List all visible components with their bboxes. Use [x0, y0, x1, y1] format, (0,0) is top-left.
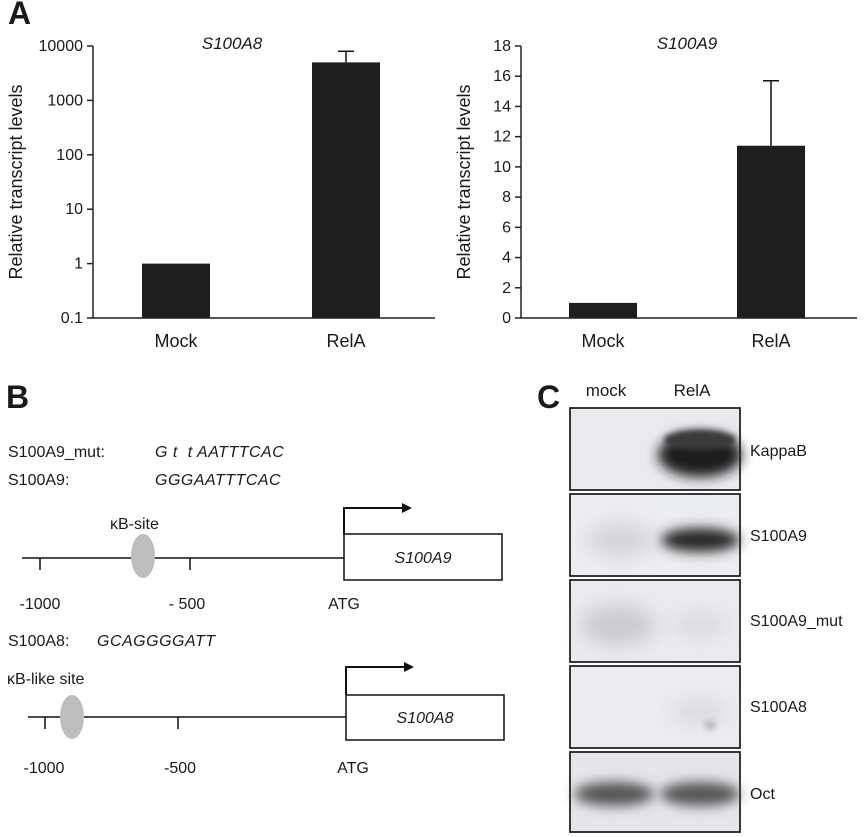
- pos-label-minus-1000: -1000: [24, 760, 65, 777]
- panel-letter-a: A: [8, 0, 31, 31]
- y-tick-label: 16: [493, 68, 511, 85]
- bar-mock: [142, 263, 210, 318]
- lane-label-mock: mock: [586, 381, 627, 400]
- seq-label-s100a9: S100A9:: [8, 472, 69, 489]
- kb-site-ellipse: [131, 534, 155, 578]
- gene-name-s100a9: S100A9: [395, 550, 452, 567]
- pos-label-atg: ATG: [337, 760, 369, 777]
- x-tick-label: Mock: [581, 331, 625, 351]
- blot-panel-s100a8: S100A8: [569, 665, 807, 749]
- bar-rela: [737, 145, 805, 318]
- panel-letter-c: C: [537, 379, 560, 415]
- emsa-blot: KappaB S100A9 S100A9_mut S100A8: [569, 407, 843, 833]
- y-tick-label: 1000: [47, 92, 83, 109]
- seq-label-s100a8: S100A8:: [8, 633, 69, 650]
- x-tick-label: RelA: [751, 331, 790, 351]
- probe-label-s100a8: S100A8: [750, 699, 807, 716]
- y-tick-label: 12: [493, 129, 511, 146]
- y-tick-label: 10000: [39, 38, 84, 55]
- panel-letter-b: B: [6, 379, 29, 415]
- y-tick-label: 8: [502, 189, 511, 206]
- chart-s100a9: S100A9 Relative transcript levels 0 2 4 6 8 1…: [454, 34, 857, 351]
- y-tick-label: 6: [502, 219, 511, 236]
- probe-label-s100a9: S100A9: [750, 528, 807, 545]
- probe-label-kappab: KappaB: [750, 443, 807, 460]
- chart-title: S100A8: [202, 34, 263, 53]
- blot-panel-s100a9: S100A9: [569, 493, 807, 577]
- probe-label-oct: Oct: [750, 786, 775, 803]
- blot-panel-oct: Oct: [569, 751, 775, 833]
- x-tick-label: RelA: [326, 331, 365, 351]
- blot-panel-kappab: KappaB: [569, 407, 807, 491]
- bar-rela: [312, 62, 380, 318]
- transcription-start-arrow: [343, 503, 412, 534]
- y-tick-label: 10: [65, 201, 83, 218]
- y-tick-label: 4: [502, 250, 511, 267]
- lane-label-rela: RelA: [674, 381, 712, 400]
- chart-s100a8: S100A8 Relative transcript levels 0.1 1 10…: [6, 34, 435, 351]
- gene-box-s100a8: [345, 694, 505, 741]
- pos-label-minus-500: - 500: [169, 596, 206, 613]
- y-tick-label: 10: [493, 159, 511, 176]
- promoter-diagram: S100A9_mut: G t t AATTTCAC S100A9: GGGAA…: [7, 444, 505, 777]
- seq-s100a8: GCAGGGGATT: [97, 633, 216, 650]
- seq-s100a9: GGGAATTTCAC: [155, 472, 281, 489]
- seq-s100a9-mut: G t t AATTTCAC: [155, 444, 284, 461]
- transcription-start-arrow: [345, 662, 414, 695]
- pos-label-minus-1000: -1000: [20, 596, 61, 613]
- y-tick-label: 18: [493, 38, 511, 55]
- pos-label-atg: ATG: [328, 596, 360, 613]
- chart-title: S100A9: [657, 34, 718, 53]
- bar-mock: [569, 302, 637, 318]
- kb-site-label: κB-site: [110, 516, 159, 533]
- gene-name-s100a8: S100A8: [397, 710, 454, 727]
- y-axis-label: Relative transcript levels: [6, 84, 26, 279]
- y-tick-label: 0.1: [61, 310, 83, 327]
- y-tick-label: 14: [493, 98, 511, 115]
- kb-like-site-ellipse: [60, 695, 84, 739]
- seq-label-s100a9-mut: S100A9_mut:: [8, 444, 105, 461]
- x-tick-label: Mock: [154, 331, 198, 351]
- gene-box-s100a9: [343, 533, 503, 581]
- kb-like-site-label: κB-like site: [7, 671, 84, 688]
- y-tick-label: 100: [56, 147, 83, 164]
- pos-label-minus-500: -500: [164, 760, 196, 777]
- y-tick-label: 0: [502, 310, 511, 327]
- y-tick-label: 2: [502, 280, 511, 297]
- y-axis-label: Relative transcript levels: [454, 84, 474, 279]
- blot-panel-s100a9-mut: S100A9_mut: [569, 579, 843, 663]
- probe-label-s100a9-mut: S100A9_mut: [750, 613, 843, 630]
- y-tick-label: 1: [74, 256, 83, 273]
